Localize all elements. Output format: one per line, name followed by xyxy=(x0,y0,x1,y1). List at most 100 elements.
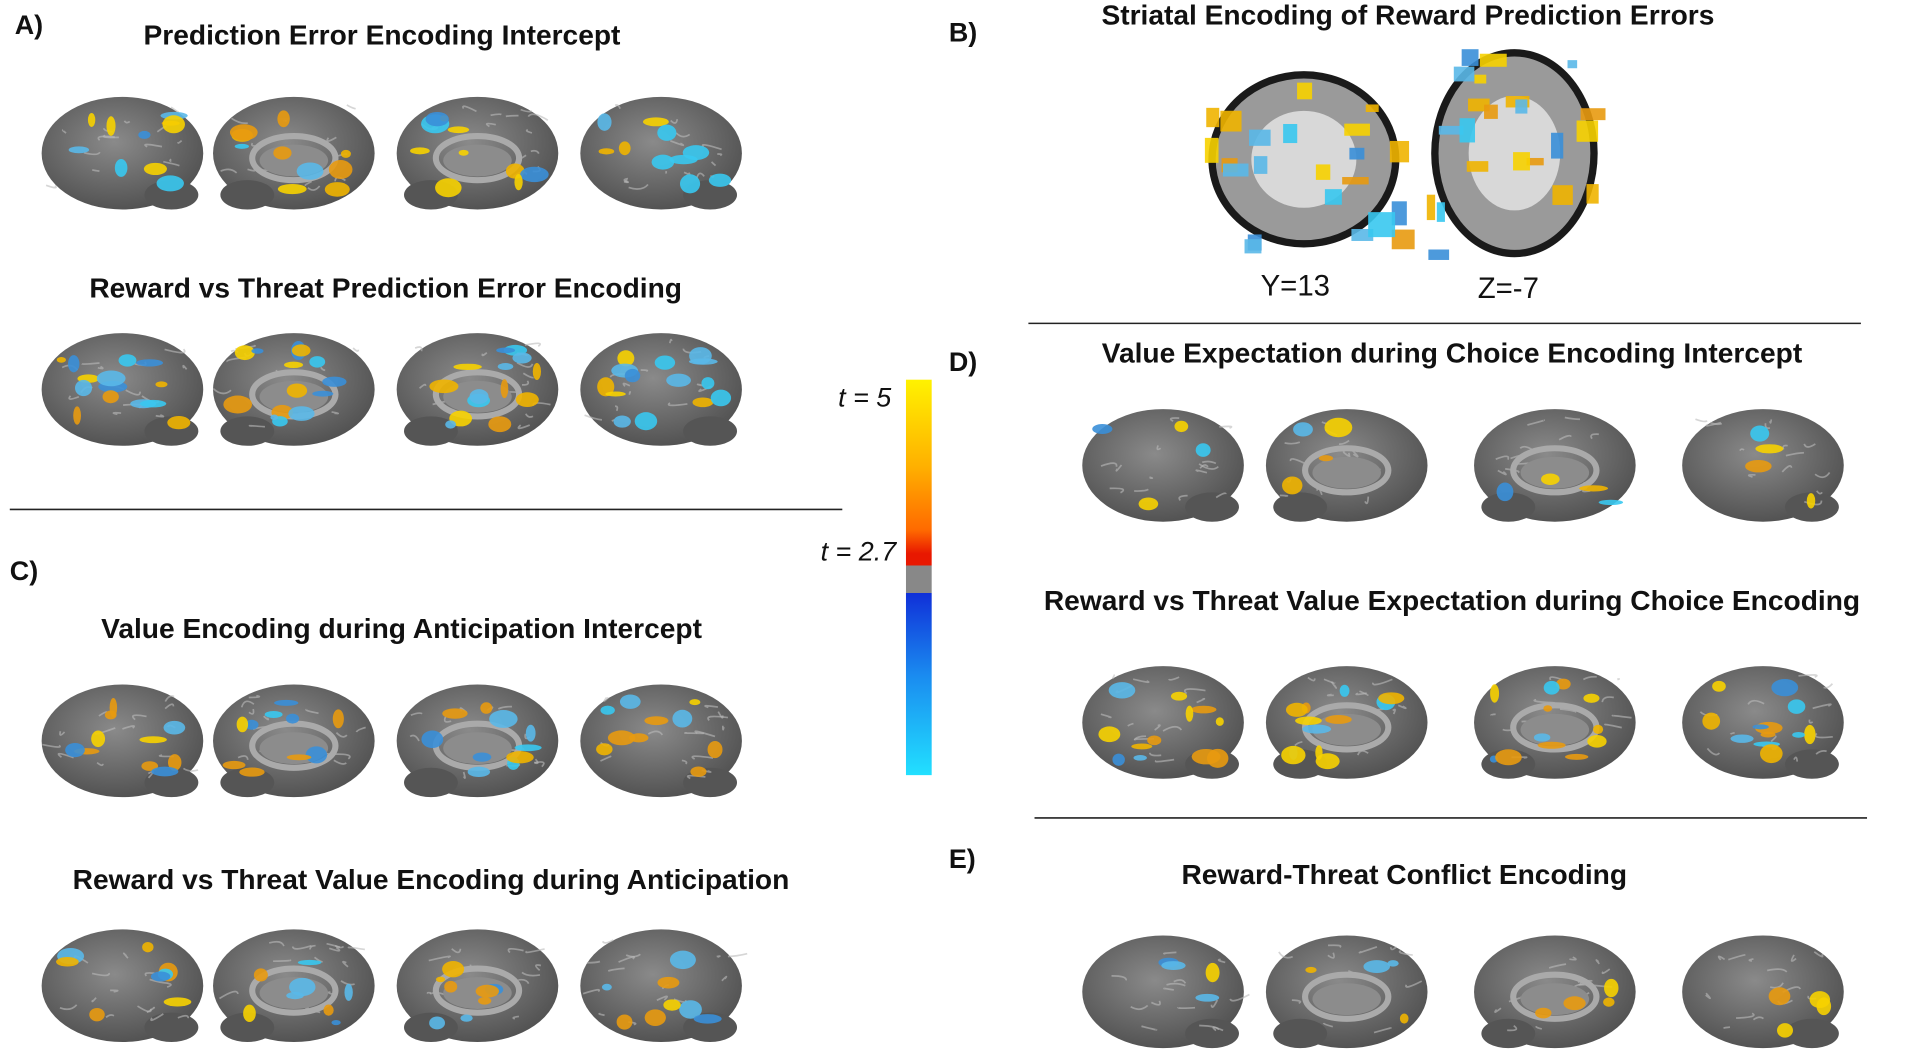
activation xyxy=(118,354,137,367)
activation xyxy=(1428,249,1450,260)
activation xyxy=(679,174,701,194)
brain xyxy=(1474,666,1636,779)
activation xyxy=(1543,680,1560,695)
activation xyxy=(1253,156,1268,174)
sulcus xyxy=(219,990,239,1000)
sulcus xyxy=(177,140,183,144)
activation xyxy=(596,743,613,756)
activation xyxy=(1496,482,1514,502)
activation xyxy=(1426,194,1436,221)
brain xyxy=(1682,935,1844,1049)
activation xyxy=(1302,724,1332,734)
sulcus xyxy=(1338,439,1350,446)
sulcus xyxy=(710,161,717,167)
sulcus xyxy=(614,405,619,412)
activation xyxy=(634,412,658,431)
activation xyxy=(1098,726,1121,743)
activation xyxy=(1365,104,1379,112)
sulcus xyxy=(686,774,706,780)
sulcus xyxy=(670,119,679,124)
activation xyxy=(1586,184,1599,204)
activation xyxy=(1474,74,1487,84)
activation xyxy=(453,363,482,371)
sulcus xyxy=(1747,473,1756,478)
sulcus xyxy=(409,734,420,742)
activation xyxy=(598,148,615,155)
activation xyxy=(1249,129,1271,146)
sulcus xyxy=(182,364,188,370)
activation xyxy=(73,406,82,425)
sulcus xyxy=(1327,952,1335,959)
sulcus xyxy=(1527,419,1545,426)
sulcus xyxy=(525,413,534,418)
sulcus xyxy=(1604,723,1622,729)
sulcus xyxy=(309,944,316,950)
sulcus xyxy=(355,726,366,733)
activation xyxy=(1768,987,1791,1006)
activation xyxy=(167,416,191,430)
activation xyxy=(1161,961,1186,971)
sulcus xyxy=(1355,692,1367,696)
activation xyxy=(251,348,264,354)
cerebellum xyxy=(144,1012,199,1043)
activation xyxy=(1702,712,1721,730)
sulcus xyxy=(1494,1007,1502,1013)
activation xyxy=(1174,420,1189,433)
sulcus xyxy=(144,972,155,977)
panel-title: Value Encoding during Anticipation Inter… xyxy=(101,613,703,644)
sulcus xyxy=(1327,944,1342,948)
activation xyxy=(1318,455,1334,462)
sulcus xyxy=(1294,740,1303,747)
activation xyxy=(1555,678,1571,690)
sulcus xyxy=(521,971,541,977)
cerebellum xyxy=(1185,492,1239,522)
activation xyxy=(657,976,680,989)
sulcus xyxy=(1109,487,1125,494)
sulcus xyxy=(1389,946,1397,951)
activation xyxy=(89,1007,105,1022)
brain xyxy=(212,333,375,446)
sulcus xyxy=(347,946,365,951)
sulcus xyxy=(240,700,255,708)
activation xyxy=(1368,212,1396,238)
activation xyxy=(291,344,311,357)
sulcus xyxy=(584,414,603,421)
activation xyxy=(1204,137,1219,163)
sulcus xyxy=(155,414,165,418)
activation xyxy=(289,977,316,997)
activation xyxy=(421,730,444,749)
activation xyxy=(222,760,246,770)
sulcus xyxy=(268,940,285,947)
sulcus xyxy=(1154,724,1161,731)
sulcus xyxy=(721,975,728,982)
activation xyxy=(1399,1013,1409,1024)
activation xyxy=(163,997,192,1007)
panel-label: C) xyxy=(10,556,38,586)
activation xyxy=(1745,459,1772,473)
brain xyxy=(1082,409,1244,522)
sulcus xyxy=(307,185,321,191)
sulcus xyxy=(248,694,261,699)
sulcus xyxy=(1173,979,1187,984)
activation xyxy=(1552,185,1573,205)
activation xyxy=(1324,417,1353,438)
sulcus xyxy=(607,967,625,972)
sulcus xyxy=(1163,951,1177,955)
sulcus xyxy=(701,143,722,151)
sulcus xyxy=(1782,444,1788,450)
sulcus xyxy=(462,771,466,779)
activation xyxy=(1305,966,1317,973)
activation xyxy=(243,1004,256,1023)
sulcus xyxy=(1769,419,1773,424)
activation xyxy=(600,705,615,715)
activation xyxy=(139,736,167,744)
activation xyxy=(253,968,268,982)
sulcus xyxy=(721,725,725,731)
sulcus xyxy=(410,712,423,716)
sulcus xyxy=(150,1013,164,1022)
activation xyxy=(229,124,258,141)
activation xyxy=(597,113,612,131)
corpus-callosum xyxy=(249,965,339,1016)
sulcus xyxy=(1505,468,1520,474)
